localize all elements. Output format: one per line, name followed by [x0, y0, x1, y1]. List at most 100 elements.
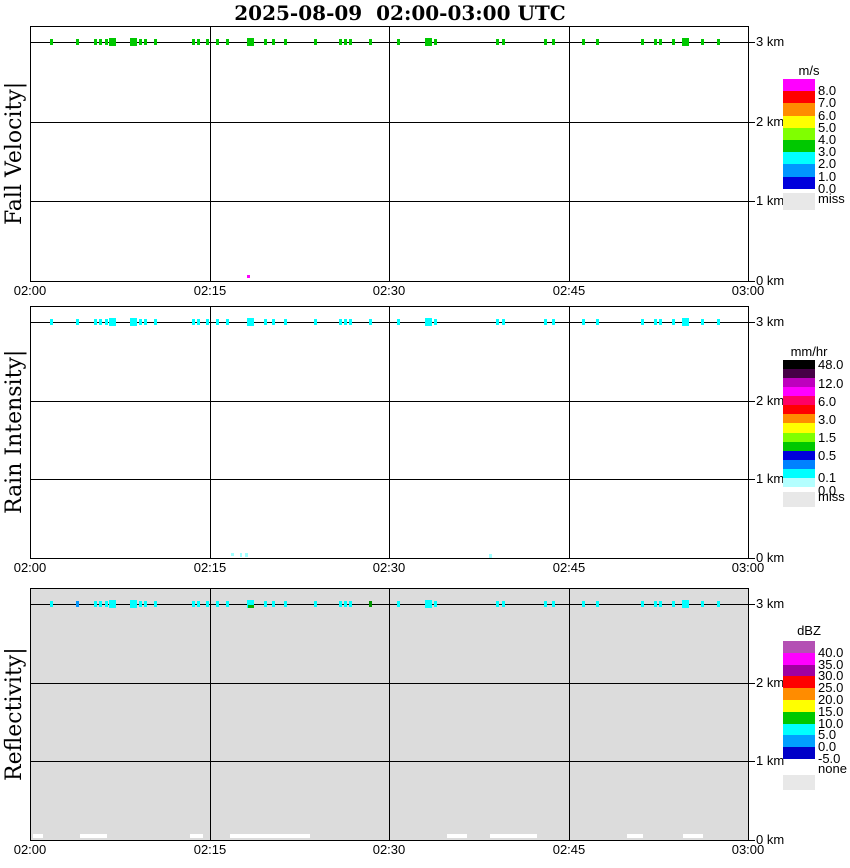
- echo-mark: [596, 39, 599, 45]
- km-label: 0 km: [756, 550, 785, 565]
- legend-segment: [783, 103, 815, 116]
- extra-echo-rect: [489, 554, 492, 558]
- echo-mark: [272, 601, 275, 607]
- echo-mark: [654, 39, 657, 45]
- echo-mark: [109, 318, 116, 326]
- echo-mark: [552, 39, 555, 45]
- echo-mark: [339, 601, 342, 607]
- page-title: 2025-08-09 02:00-03:00 UTC: [234, 1, 566, 25]
- legend-segment: [783, 360, 815, 369]
- echo-mark: [154, 601, 157, 607]
- echo-mark: [314, 319, 317, 325]
- legend-label: 20.0: [818, 692, 844, 707]
- extra-echo-rect: [248, 605, 254, 608]
- km-tick: [748, 604, 755, 605]
- echo-mark: [641, 319, 644, 325]
- legend-segment: [783, 378, 815, 387]
- km-label: 1 km: [756, 471, 785, 486]
- echo-mark: [654, 601, 657, 607]
- legend-label: 12.0: [818, 376, 844, 391]
- echo-mark: [139, 601, 142, 607]
- time-label: 02:45: [552, 560, 586, 575]
- legend-segment: [783, 423, 815, 433]
- echo-mark: [206, 319, 209, 325]
- legend-label: 8.0: [818, 83, 837, 98]
- echo-mark: [216, 319, 219, 325]
- echo-mark: [206, 601, 209, 607]
- km-tick: [748, 201, 755, 202]
- echo-mark: [144, 39, 147, 45]
- legend-label: 2.0: [818, 156, 837, 171]
- extra-echo-rect: [230, 834, 310, 838]
- time-label: 02:30: [372, 283, 406, 298]
- echo-mark: [682, 318, 689, 326]
- time-label: 02:30: [372, 560, 406, 575]
- echo-mark: [701, 319, 704, 325]
- echo-mark: [682, 600, 689, 608]
- legend-segment: [783, 177, 815, 189]
- legend-segment: [783, 653, 815, 665]
- legend-label: 5.0: [818, 727, 837, 742]
- echo-mark: [216, 601, 219, 607]
- legend-label: 5.0: [818, 120, 837, 135]
- legend-miss-box: [783, 492, 815, 507]
- extra-echo-rect: [447, 834, 467, 838]
- time-label: 02:15: [193, 560, 227, 575]
- echo-mark: [197, 319, 200, 325]
- echo-mark: [544, 319, 547, 325]
- legend-segment: [783, 735, 815, 747]
- echo-mark: [197, 601, 200, 607]
- km-tick: [748, 761, 755, 762]
- legend-label: 0.0: [818, 483, 837, 498]
- echo-mark: [99, 39, 102, 45]
- legend-label: 10.0: [818, 716, 844, 731]
- echo-mark: [552, 319, 555, 325]
- echo-mark: [192, 319, 195, 325]
- echo-mark: [284, 39, 287, 45]
- legend-title-reflectivity: dBZ: [797, 623, 821, 638]
- echo-mark: [264, 319, 267, 325]
- legend-segment: [783, 442, 815, 451]
- km-tick: [748, 840, 755, 841]
- echo-mark: [397, 319, 400, 325]
- legend-label: 6.0: [818, 108, 837, 123]
- time-label: 02:00: [13, 560, 47, 575]
- echo-mark: [284, 601, 287, 607]
- echo-mark: [314, 601, 317, 607]
- echo-mark: [99, 319, 102, 325]
- legend-label: 30.0: [818, 668, 844, 683]
- echo-mark: [314, 39, 317, 45]
- echo-mark: [682, 38, 689, 46]
- extra-echo-rect: [490, 834, 537, 838]
- legend-label: 0.0: [818, 181, 837, 196]
- echo-mark: [130, 318, 137, 326]
- time-label: 02:30: [372, 842, 406, 857]
- legend-label: 0.1: [818, 470, 837, 485]
- extra-echo-rect: [231, 553, 234, 556]
- km-tick: [748, 122, 755, 123]
- time-label: 03:00: [731, 842, 765, 857]
- legend-segment: [783, 128, 815, 140]
- echo-mark: [105, 319, 108, 325]
- legend-label: 7.0: [818, 95, 837, 110]
- echo-mark: [339, 39, 342, 45]
- extra-echo-rect: [247, 275, 250, 278]
- legend-label: 3.0: [818, 144, 837, 159]
- legend-miss-label: none: [818, 761, 847, 776]
- y-axis-title-fall-velocity: Fall Velocity|: [2, 81, 27, 226]
- echo-mark: [76, 39, 79, 45]
- legend-label: 25.0: [818, 680, 844, 695]
- echo-mark: [192, 39, 195, 45]
- echo-mark: [105, 39, 108, 45]
- km-label: 0 km: [756, 273, 785, 288]
- echo-mark: [339, 319, 342, 325]
- echo-mark: [496, 601, 499, 607]
- legend-segment: [783, 688, 815, 700]
- legend-label: 40.0: [818, 645, 844, 660]
- echo-mark: [369, 39, 372, 45]
- legend-segment: [783, 724, 815, 735]
- echo-mark: [397, 601, 400, 607]
- km-label: 3 km: [756, 34, 785, 49]
- legend-segment: [783, 451, 815, 460]
- echo-mark: [672, 39, 675, 45]
